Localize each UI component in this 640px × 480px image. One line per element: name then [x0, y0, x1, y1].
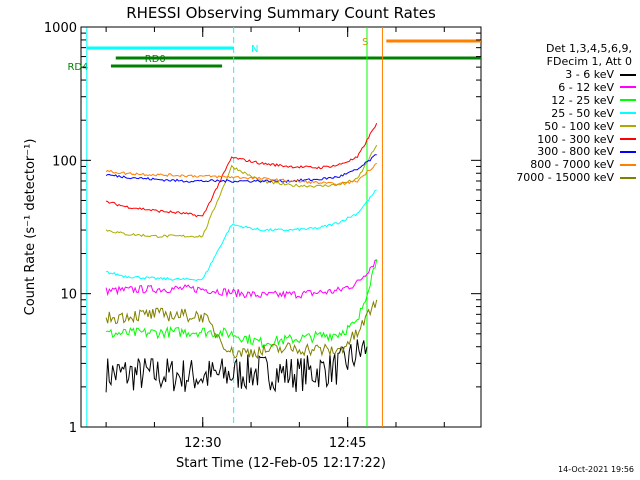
y-tick-label: 1	[69, 421, 77, 436]
legend-label: 100 - 300 keV	[537, 132, 614, 146]
legend-swatch	[620, 73, 636, 76]
y-tick-label: 1000	[44, 21, 77, 36]
series-50-100kev	[105, 144, 378, 238]
legend-swatch	[620, 150, 636, 153]
legend-label: 7000 - 15000 keV	[516, 171, 614, 185]
legend-swatch	[620, 138, 636, 140]
plot-frame	[80, 26, 482, 428]
legend-item: 6 - 12 keV	[558, 81, 636, 94]
series-line	[105, 299, 378, 360]
legend-label: 50 - 100 keV	[544, 119, 614, 133]
series-300-800kev	[105, 154, 377, 184]
flag-bar-label: RD4	[67, 62, 88, 73]
data-series	[105, 123, 378, 393]
observing-flag-bars: N S RD0 RD4	[67, 37, 481, 73]
flag-bar-label: N	[251, 44, 258, 55]
flag-bar-label: RD0	[145, 54, 166, 65]
legend-swatch	[620, 99, 636, 102]
vertical-markers	[86, 27, 383, 427]
legend-item: 25 - 50 keV	[551, 107, 636, 120]
legend-item: 3 - 6 keV	[565, 68, 636, 81]
legend-label: 12 - 25 keV	[551, 93, 614, 107]
legend-label: 25 - 50 keV	[551, 106, 614, 120]
series-line	[105, 144, 378, 238]
legend-swatch	[620, 163, 636, 166]
legend-item: 12 - 25 keV	[551, 94, 636, 107]
series-line	[105, 154, 377, 184]
series-3-6kev	[105, 339, 368, 393]
series-line	[106, 189, 377, 282]
legend-item: 50 - 100 keV	[544, 120, 636, 133]
flag-bar-label: S	[362, 37, 368, 48]
x-tick-label: 12:45	[329, 436, 366, 451]
y-tick-label: 100	[52, 154, 77, 169]
chart-title: RHESSI Observing Summary Count Rates	[126, 4, 436, 22]
series-line	[105, 123, 378, 218]
series-25-50kev	[106, 189, 377, 282]
series-6-12kev	[105, 259, 377, 300]
x-tick-label: 12:30	[184, 436, 221, 451]
series-800-7000kev	[105, 162, 377, 187]
series-7000-15000kev	[105, 299, 378, 360]
axis-ticks: 12:30 12:45 1 10 100 1000	[44, 21, 481, 451]
legend-item: 800 - 7000 keV	[530, 158, 636, 171]
y-tick-label: 10	[60, 288, 77, 303]
legend-swatch	[620, 112, 636, 115]
legend-swatch	[620, 176, 636, 179]
x-axis-label: Start Time (12-Feb-05 12:17:22)	[176, 456, 386, 471]
series-12-25kev	[105, 259, 378, 349]
legend-item: 7000 - 15000 keV	[516, 171, 636, 184]
legend-label: 300 - 800 keV	[537, 145, 614, 159]
series-line	[105, 259, 378, 349]
legend-header-line-1: Det 1,3,4,5,6,9,	[545, 42, 632, 55]
legend-item: 300 - 800 keV	[537, 145, 636, 158]
legend-label: 6 - 12 keV	[558, 80, 614, 94]
legend-swatch	[620, 86, 636, 89]
series-100-300kev	[105, 123, 378, 218]
y-axis-label: Count Rate (s⁻¹ detector⁻¹)	[23, 139, 38, 316]
legend-swatch	[620, 125, 636, 128]
series-line	[105, 162, 377, 187]
legend-label: 3 - 6 keV	[565, 68, 614, 81]
legend-item: 100 - 300 keV	[537, 133, 636, 146]
legend-label: 800 - 7000 keV	[530, 158, 614, 172]
series-line	[105, 259, 377, 300]
series-line	[105, 339, 368, 393]
legend-header-line-2: FDecim 1, Att 0	[546, 55, 632, 68]
generation-timestamp: 14-Oct-2021 19:56	[558, 465, 634, 474]
